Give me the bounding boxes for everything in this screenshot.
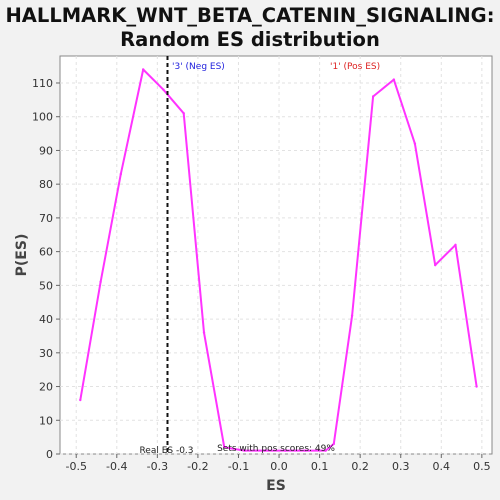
x-tick-label: 0.4 [433,460,451,473]
grid-lines [60,56,492,455]
data-point [475,385,478,388]
x-tick-label: 0.3 [392,460,410,473]
y-tick-label: 40 [39,313,53,326]
chart-title-line1: HALLMARK_WNT_BETA_CATENIN_SIGNALING: [5,4,494,27]
real-es-label: Real ES -0.3 [139,446,193,456]
pos-scores-annotation: Sets with pos scores: 49% [217,444,335,454]
axes: -0.5 -0.4 -0.3 -0.2 -0.1 0.0 0.1 0.2 0.3 0.4 0.5 0 1… [32,77,491,473]
data-point [263,449,267,452]
y-tick-label: 20 [39,381,53,394]
x-tick-label: -0.2 [187,460,208,473]
y-tick-label: 10 [39,414,53,427]
x-tick-label: -0.1 [228,460,249,473]
data-point [162,88,165,91]
x-tick-label: -0.4 [106,460,127,473]
data-point [371,95,375,98]
y-tick-label: 50 [39,279,53,292]
x-tick-label: -0.5 [65,460,86,473]
data-point [182,112,185,115]
y-tick-label: 0 [46,448,53,461]
y-tick-label: 100 [32,111,53,124]
data-point [332,442,336,446]
y-tick-label: 70 [39,212,53,225]
pos-es-annotation: '1' (Pos ES) [330,62,380,72]
x-tick-label: 0.2 [351,460,369,473]
data-point [324,449,327,452]
x-axis-title: ES [266,478,286,494]
x-tick-label: 0.1 [311,460,329,473]
chart-title-line2: Random ES distribution [120,28,380,51]
x-tick-label: -0.3 [147,460,168,473]
data-point [434,263,437,267]
x-tick-label: 0.5 [473,460,491,473]
y-axis-title: P(ES) [14,234,30,277]
data-point [223,446,226,449]
data-point [454,243,457,247]
y-tick-label: 80 [39,178,53,191]
data-point [79,398,82,402]
y-tick-label: 110 [32,77,53,90]
y-tick-label: 30 [39,347,53,360]
data-point [350,314,354,317]
data-point [304,449,307,452]
data-point [119,172,123,176]
neg-es-annotation: '3' (Neg ES) [172,62,225,72]
y-tick-label: 60 [39,246,53,259]
data-point [392,78,396,81]
data-point [413,142,417,145]
data-point [141,68,145,71]
data-point [99,280,102,284]
data-point [283,449,287,452]
y-tick-label: 90 [39,144,53,157]
plot-area [59,55,493,455]
x-tick-label: 0.0 [270,460,288,473]
data-point [243,449,246,452]
data-point [202,331,206,334]
series-layer [79,68,478,452]
